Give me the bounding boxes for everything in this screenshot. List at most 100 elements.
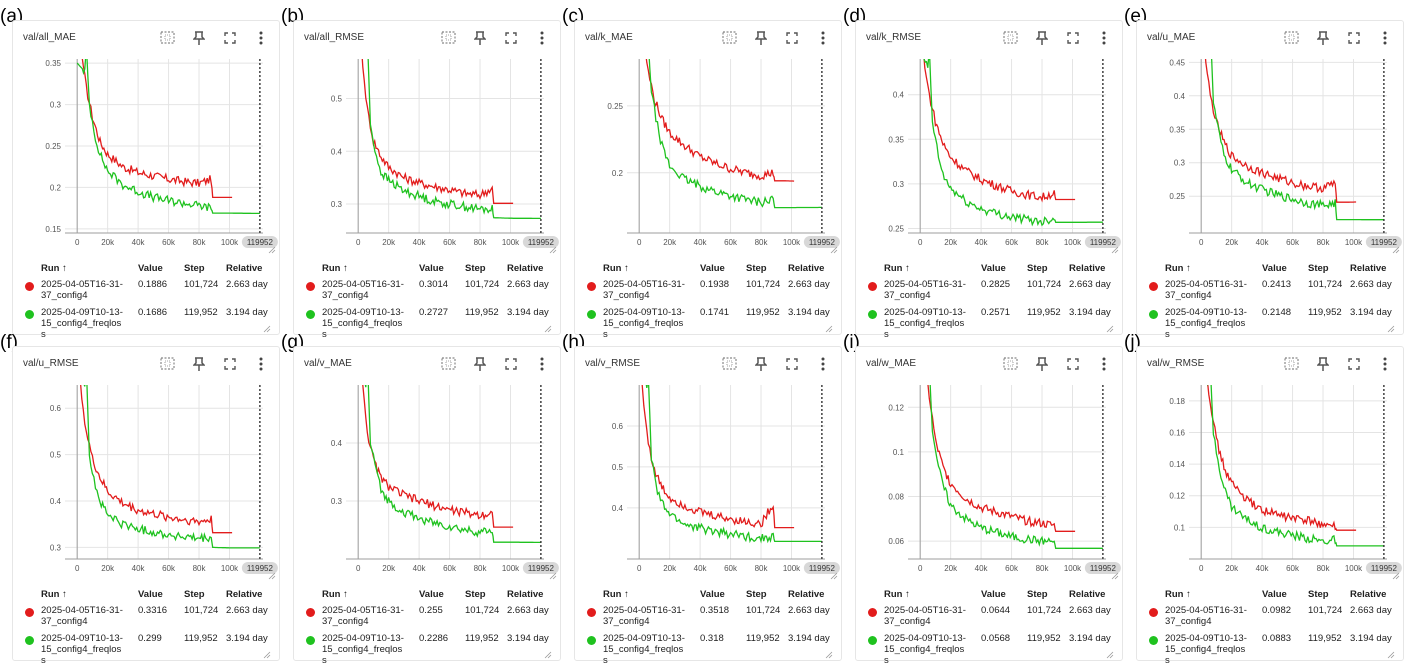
select-zoom-icon[interactable] <box>159 29 176 46</box>
select-zoom-icon[interactable] <box>721 29 738 46</box>
line-plot: 0 20k 40k 60k 80k 100k 0.3 0.4 119952 <box>331 385 559 580</box>
plot-resize-icon[interactable] <box>549 572 557 580</box>
resize-handle-icon[interactable] <box>544 320 552 333</box>
legend-header-run[interactable]: Run ↑ <box>884 589 910 600</box>
fullscreen-icon[interactable] <box>502 29 519 46</box>
pin-icon[interactable] <box>1314 355 1331 372</box>
pin-icon[interactable] <box>190 29 207 46</box>
plot-resize-icon[interactable] <box>549 246 557 254</box>
pin-icon[interactable] <box>471 29 488 46</box>
more-vert-icon[interactable] <box>533 355 550 372</box>
select-zoom-icon[interactable] <box>440 29 457 46</box>
more-vert-icon[interactable] <box>1376 29 1393 46</box>
legend-row: 2025-04-05T16-31-37_config4 0.2825 101,724… <box>856 279 1124 305</box>
resize-handle-icon[interactable] <box>544 646 552 659</box>
more-vert-icon[interactable] <box>533 29 550 46</box>
plot-resize-icon[interactable] <box>1111 572 1119 580</box>
run-color-dot <box>587 282 596 291</box>
run-name: 2025-04-05T16-31-37_config4 <box>1165 279 1247 301</box>
select-zoom-icon[interactable] <box>1283 29 1300 46</box>
resize-handle-icon[interactable] <box>1387 646 1395 659</box>
more-vert-icon[interactable] <box>814 355 831 372</box>
plot-resize-icon[interactable] <box>1392 572 1400 580</box>
plot-resize-icon[interactable] <box>830 572 838 580</box>
run-value: 0.1938 <box>700 279 730 290</box>
legend-header-run[interactable]: Run ↑ <box>322 589 348 600</box>
legend-header-run[interactable]: Run ↑ <box>603 589 629 600</box>
resize-handle-icon[interactable] <box>263 320 271 333</box>
legend-header-run[interactable]: Run ↑ <box>1165 263 1191 274</box>
resize-handle-icon[interactable] <box>825 320 833 333</box>
legend-header-run[interactable]: Run ↑ <box>41 263 67 274</box>
select-zoom-icon[interactable] <box>440 355 457 372</box>
legend-header-run[interactable]: Run ↑ <box>322 263 348 274</box>
more-vert-icon[interactable] <box>252 29 269 46</box>
fullscreen-icon[interactable] <box>1064 355 1081 372</box>
pin-icon[interactable] <box>752 355 769 372</box>
chart-toolbar <box>721 29 831 46</box>
more-vert-icon[interactable] <box>1095 29 1112 46</box>
step-marker-label: 119952 <box>247 238 274 247</box>
x-tick-label: 0 <box>918 238 923 247</box>
series-line <box>1204 59 1357 203</box>
select-zoom-icon[interactable] <box>1283 355 1300 372</box>
plot-resize-icon[interactable] <box>1111 246 1119 254</box>
x-tick-label: 60k <box>1005 564 1019 573</box>
x-tick-label: 80k <box>193 564 207 573</box>
plot-resize-icon[interactable] <box>1392 246 1400 254</box>
pin-icon[interactable] <box>1314 29 1331 46</box>
select-zoom-icon[interactable] <box>1002 355 1019 372</box>
plot-resize-icon[interactable] <box>268 246 276 254</box>
run-relative: 3.194 day <box>1350 307 1392 318</box>
y-tick-label: 0.3 <box>331 200 343 209</box>
plot-resize-icon[interactable] <box>830 246 838 254</box>
legend-header-run[interactable]: Run ↑ <box>1165 589 1191 600</box>
x-tick-label: 80k <box>1317 564 1331 573</box>
x-tick-label: 0 <box>356 238 361 247</box>
run-step: 101,724 <box>184 605 219 616</box>
series-line <box>641 385 795 529</box>
resize-handle-icon[interactable] <box>1106 646 1114 659</box>
pin-icon[interactable] <box>190 355 207 372</box>
line-plot: 0 20k 40k 60k 80k 100k 0.15 0.2 0.25 0.3 0.35 11995… <box>45 59 278 254</box>
pin-icon[interactable] <box>1033 355 1050 372</box>
more-vert-icon[interactable] <box>814 29 831 46</box>
resize-handle-icon[interactable] <box>1106 320 1114 333</box>
x-tick-label: 20k <box>1225 238 1239 247</box>
chart-title: val/all_MAE <box>23 32 76 43</box>
legend-header-run[interactable]: Run ↑ <box>603 263 629 274</box>
y-tick-label: 0.4 <box>331 147 343 156</box>
resize-handle-icon[interactable] <box>263 646 271 659</box>
x-tick-label: 60k <box>162 238 176 247</box>
resize-handle-icon[interactable] <box>825 646 833 659</box>
more-vert-icon[interactable] <box>252 355 269 372</box>
legend-header-step: Step <box>1027 589 1048 600</box>
select-zoom-icon[interactable] <box>159 355 176 372</box>
run-relative: 3.194 day <box>788 633 830 644</box>
resize-handle-icon[interactable] <box>1387 320 1395 333</box>
chart-toolbar <box>721 355 831 372</box>
step-marker-label: 119952 <box>528 238 555 247</box>
plot-resize-icon[interactable] <box>268 572 276 580</box>
fullscreen-icon[interactable] <box>783 29 800 46</box>
legend-header-run[interactable]: Run ↑ <box>884 263 910 274</box>
fullscreen-icon[interactable] <box>1345 29 1362 46</box>
pin-icon[interactable] <box>752 29 769 46</box>
more-vert-icon[interactable] <box>1376 355 1393 372</box>
fullscreen-icon[interactable] <box>221 355 238 372</box>
fullscreen-icon[interactable] <box>1345 355 1362 372</box>
pin-icon[interactable] <box>471 355 488 372</box>
legend-header-run[interactable]: Run ↑ <box>41 589 67 600</box>
select-zoom-icon[interactable] <box>1002 29 1019 46</box>
select-zoom-icon[interactable] <box>721 355 738 372</box>
more-vert-icon[interactable] <box>1095 355 1112 372</box>
fullscreen-icon[interactable] <box>502 355 519 372</box>
pin-icon[interactable] <box>1033 29 1050 46</box>
fullscreen-icon[interactable] <box>1064 29 1081 46</box>
series-line <box>83 385 260 549</box>
run-color-dot <box>25 608 34 617</box>
fullscreen-icon[interactable] <box>783 355 800 372</box>
fullscreen-icon[interactable] <box>221 29 238 46</box>
run-value: 0.1741 <box>700 307 730 318</box>
run-relative: 3.194 day <box>1350 633 1392 644</box>
